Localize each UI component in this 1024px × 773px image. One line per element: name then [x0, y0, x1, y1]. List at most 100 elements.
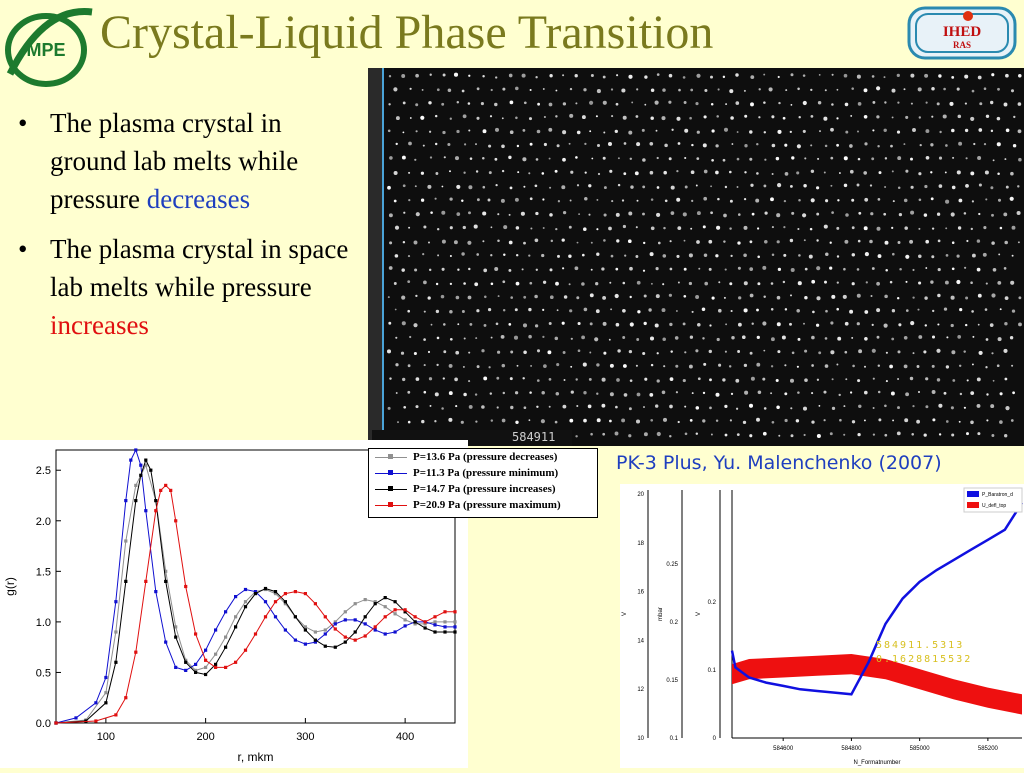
crystal-particle	[663, 365, 666, 368]
crystal-particle	[535, 268, 538, 271]
crystal-particle	[642, 212, 645, 216]
crystal-particle	[899, 267, 902, 271]
crystal-particle	[588, 377, 592, 381]
data-point	[333, 627, 337, 631]
crystal-particle	[830, 184, 833, 187]
crystal-particle	[918, 198, 922, 202]
y1-tick-label: 20	[637, 492, 644, 498]
crystal-particle	[959, 308, 963, 312]
data-point	[114, 630, 118, 634]
crystal-particle	[590, 74, 594, 77]
crystal-particle	[608, 226, 612, 231]
crystal-particle	[570, 337, 573, 340]
crystal-particle	[945, 144, 948, 147]
crystal-particle	[851, 87, 854, 90]
crystal-particle	[831, 103, 834, 106]
crystal-particle	[735, 101, 740, 105]
crystal-particle	[777, 129, 782, 134]
crystal-particle	[903, 335, 908, 340]
crystal-particle	[490, 336, 493, 339]
crystal-particle	[423, 310, 426, 313]
crystal-particle	[428, 377, 433, 381]
crystal-particle	[500, 198, 505, 203]
crystal-particle	[771, 143, 776, 148]
crystal-particle	[951, 241, 955, 244]
data-point	[383, 615, 387, 619]
data-point	[124, 499, 128, 503]
crystal-particle	[1004, 322, 1008, 326]
crystal-particle	[601, 267, 605, 271]
crystal-particle	[457, 323, 460, 326]
crystal-particle	[434, 420, 437, 423]
crystal-particle	[690, 88, 694, 92]
crystal-particle	[776, 240, 780, 244]
crystal-particle	[810, 115, 814, 118]
crystal-particle	[837, 199, 840, 202]
crystal-particle	[790, 185, 793, 188]
crystal-particle	[843, 183, 848, 188]
data-point	[403, 610, 407, 614]
crystal-particle	[463, 392, 467, 397]
crystal-particle	[635, 364, 638, 367]
crystal-particle	[497, 350, 501, 354]
crystal-particle	[811, 279, 816, 284]
crystal-particle	[856, 74, 861, 79]
crystal-particle	[536, 129, 541, 134]
crystal-particle	[932, 309, 935, 313]
crystal-particle	[709, 406, 712, 410]
crystal-particle	[775, 156, 780, 161]
crystal-particle	[729, 419, 733, 422]
crystal-particle	[569, 87, 573, 91]
crystal-particle	[497, 295, 500, 298]
crystal-particle	[388, 213, 393, 218]
data-point	[303, 642, 307, 646]
crystal-particle	[676, 254, 680, 258]
crystal-particle	[402, 184, 406, 188]
crystal-particle	[1013, 115, 1016, 119]
crystal-particle	[668, 293, 673, 297]
crystal-particle	[616, 74, 619, 77]
crystal-particle	[587, 404, 592, 409]
crystal-particle	[872, 377, 875, 380]
crystal-particle	[764, 158, 767, 161]
frame-number: 584911	[512, 430, 556, 444]
crystal-particle	[676, 169, 679, 173]
crystal-particle	[1004, 296, 1009, 300]
crystal-particle	[823, 116, 828, 121]
crystal-particle	[966, 239, 969, 243]
crystal-particle	[723, 240, 726, 243]
crystal-particle	[851, 336, 854, 339]
crystal-particle	[490, 226, 493, 229]
crystal-particle	[515, 226, 520, 230]
crystal-particle	[951, 350, 956, 355]
crystal-particle	[483, 323, 487, 327]
crystal-particle	[521, 73, 526, 78]
data-point	[253, 590, 258, 594]
crystal-particle	[869, 184, 873, 187]
crystal-particle	[990, 186, 994, 190]
crystal-particle	[937, 323, 940, 326]
crystal-particle	[816, 212, 820, 216]
crystal-particle	[702, 225, 706, 229]
crystal-particle	[1016, 210, 1021, 216]
crystal-particle	[783, 253, 787, 257]
crystal-particle	[622, 308, 626, 313]
data-point	[273, 615, 278, 619]
crystal-particle	[717, 197, 720, 201]
crystal-particle	[825, 199, 829, 203]
crystal-particle	[990, 129, 994, 133]
crystal-particle	[397, 421, 399, 424]
crystal-particle	[843, 267, 846, 271]
data-point	[139, 463, 143, 467]
crystal-particle	[716, 337, 720, 342]
crystal-particle	[703, 253, 708, 257]
crystal-particle	[839, 418, 842, 422]
crystal-particle	[521, 268, 524, 271]
crystal-particle	[781, 335, 786, 340]
crystal-particle	[958, 364, 962, 368]
crystal-particle	[529, 197, 533, 201]
crystal-particle	[594, 337, 599, 342]
data-point	[303, 592, 307, 596]
crystal-particle	[756, 142, 759, 146]
crystal-particle	[816, 186, 820, 190]
